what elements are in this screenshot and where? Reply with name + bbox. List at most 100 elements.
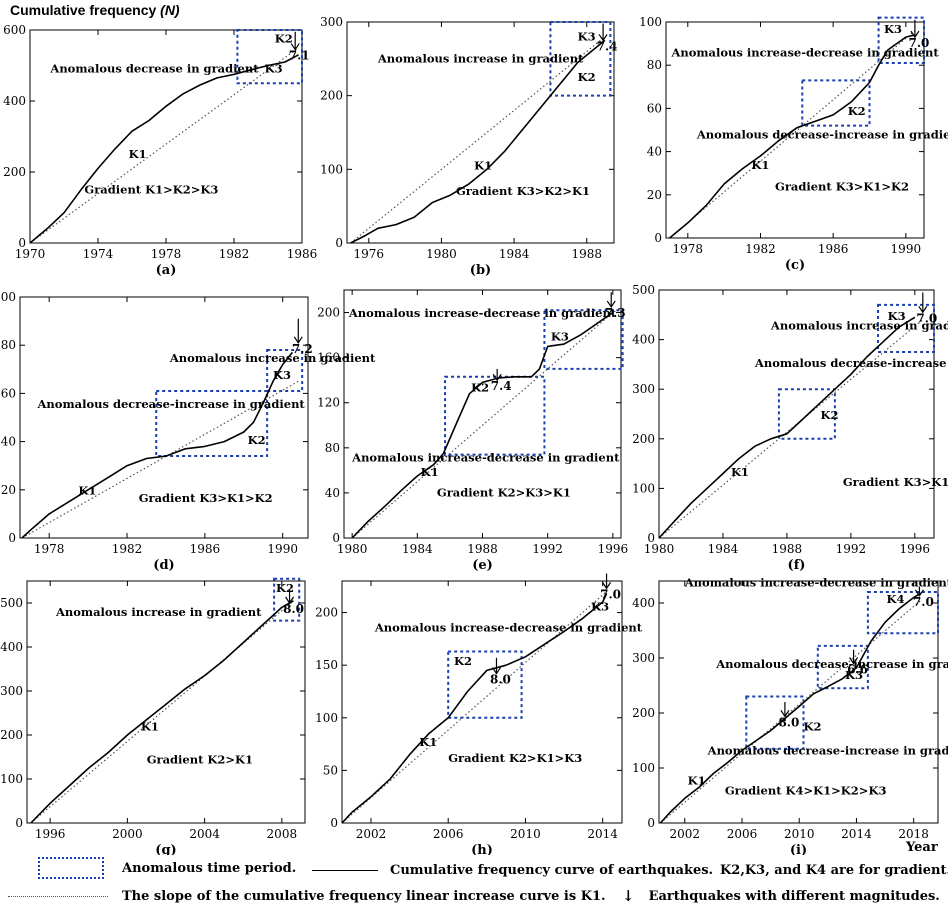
x-tick-label: 2014 xyxy=(841,827,872,841)
chart-annotation: K2 xyxy=(820,408,838,422)
earthquake-arrow-head xyxy=(602,582,612,590)
plot-frame xyxy=(658,289,935,539)
y-tick-label: 400 xyxy=(0,640,23,654)
x-tick-label: 1988 xyxy=(772,542,803,556)
y-tick-label: 500 xyxy=(0,596,23,610)
chart-panel-i: 2002 2006 2010 2014 2018 0 100 200 300 400 8.0 6.6 7… xyxy=(632,576,948,856)
anomalous-period-box xyxy=(877,303,936,354)
y-tick-label: 20 xyxy=(1,483,16,497)
y-tick-label: 100 xyxy=(320,162,343,176)
chart-annotation: Gradient K3>K1>K2 xyxy=(843,475,948,489)
x-tick-label: 1996 xyxy=(900,542,931,556)
chart-annotation: Gradient K2>K1>K3 xyxy=(448,751,582,765)
panel-label: (d) xyxy=(153,558,174,573)
y-tick-label: 400 xyxy=(632,596,655,610)
panel-label: (g) xyxy=(155,843,176,855)
chart-annotation: K2 xyxy=(276,581,294,595)
anomalous-period-box xyxy=(155,389,269,458)
anomalous-period-box xyxy=(543,309,624,370)
legend-dotted-label: The slope of the cumulative frequency li… xyxy=(122,889,606,904)
chart-annotation: Anomalous decrease in gradient xyxy=(49,62,259,76)
earthquake-arrow-head xyxy=(914,589,924,597)
earthquake-arrow-head xyxy=(849,657,859,665)
x-tick-label: 1990 xyxy=(267,542,298,556)
x-tick-label: 2006 xyxy=(727,827,758,841)
earthquake-magnitude-label: 7.4 xyxy=(597,39,618,53)
earthquake-arrow-head xyxy=(285,596,295,605)
y-tick-label: 20 xyxy=(647,188,662,202)
y-tick-label: 0 xyxy=(654,231,662,245)
chart-panel-b: 1976 1980 1984 1988 0 100 200 300 7.4 Anomalous i… xyxy=(320,15,617,278)
x-tick-label: 1982 xyxy=(745,242,776,256)
earthquake-magnitude-label: 7.1 xyxy=(289,49,310,63)
legend-box-label: Anomalous time period. xyxy=(122,860,297,876)
k1-trend-line xyxy=(351,312,614,539)
earthquake-magnitude-label: 8.0 xyxy=(778,715,799,729)
anomalous-period-box xyxy=(877,16,925,65)
chart-annotation: Anomalous increase in gradient xyxy=(169,351,376,365)
plot-frame xyxy=(346,21,615,244)
x-tick-label: 2010 xyxy=(784,827,815,841)
panel-label: (c) xyxy=(785,258,805,273)
cumulative-frequency-curve xyxy=(30,600,294,824)
y-tick-label: 150 xyxy=(315,658,338,672)
plot-frame xyxy=(19,296,309,539)
chart-annotation: K1 xyxy=(688,774,706,788)
k1-trend-line xyxy=(669,30,916,239)
legend-k-label: K2,K3, and K4 are for gradient. xyxy=(720,863,948,878)
plot-frame xyxy=(26,580,306,824)
arrow-down-icon: ↓ xyxy=(622,887,635,905)
y-tick-label: 200 xyxy=(0,728,23,742)
y-tick-label: 0 xyxy=(15,816,23,830)
anomalous-period-box xyxy=(777,388,836,440)
chart-annotation: K4 xyxy=(886,592,904,606)
chart-annotation: K3 xyxy=(265,62,283,76)
anomalous-period-box xyxy=(236,29,303,85)
k1-trend-line xyxy=(658,319,924,539)
legend-anomalous-box: Anomalous time period. xyxy=(38,857,296,879)
chart-panel-g: 1996 2000 2004 2008 0 100 200 300 400 500 8.0 Anoma… xyxy=(0,577,306,855)
legend-solid-swatch xyxy=(312,870,378,871)
x-tick-label: 1996 xyxy=(598,542,629,556)
legend-box-swatch xyxy=(38,857,104,879)
plot-frame xyxy=(341,580,623,824)
chart-annotation: Anomalous increase in gradient xyxy=(55,605,262,619)
x-tick-label: 2010 xyxy=(510,827,541,841)
y-tick-label: 0 xyxy=(332,531,340,545)
y-tick-label: 0 xyxy=(18,236,26,250)
earthquake-arrow-head xyxy=(492,373,502,382)
x-tick-label: 1990 xyxy=(891,242,922,256)
x-tick-label: 1980 xyxy=(644,542,675,556)
y-tick-label: 200 xyxy=(632,706,655,720)
y-tick-label: 100 xyxy=(0,290,16,304)
y-tick-label: 160 xyxy=(317,351,340,365)
x-tick-label: 1978 xyxy=(34,542,65,556)
plot-frame xyxy=(658,580,939,824)
anomalous-period-box xyxy=(866,591,940,635)
y-tick-label: 300 xyxy=(0,684,23,698)
chart-panel-c: 1978 1982 1986 19900204060801007.0Anomalous… xyxy=(639,15,948,273)
chart-annotation: Gradient K3>K1>K2 xyxy=(775,179,909,193)
x-tick-label: 1978 xyxy=(151,247,182,261)
y-tick-label: 60 xyxy=(647,101,662,115)
y-axis-symbol: (N) xyxy=(160,2,180,18)
earthquake-arrow-head xyxy=(918,305,928,314)
cumulative-frequency-curve xyxy=(350,39,606,244)
earthquake-arrow-head xyxy=(491,667,501,675)
x-tick-label: 1980 xyxy=(337,542,368,556)
chart-annotation: K1 xyxy=(731,465,749,479)
chart-annotation: Anomalous increase-decrease in gradient xyxy=(374,621,643,635)
chart-annotation: Anomalous increase-decrease in gradient xyxy=(348,306,617,320)
y-tick-label: 600 xyxy=(3,23,26,37)
chart-panel-e: 1980 1984 1988 1992 1996 0 40 80 120 160 200 7.4 7.3… xyxy=(317,289,629,573)
x-tick-label: 1984 xyxy=(499,247,530,261)
k1-trend-line xyxy=(30,600,294,824)
chart-annotation: K2 xyxy=(471,380,489,394)
earthquake-arrow-head xyxy=(606,300,616,308)
panel-label: (a) xyxy=(156,263,177,278)
y-tick-label: 40 xyxy=(325,486,340,500)
y-tick-label: 120 xyxy=(317,396,340,410)
cumulative-frequency-curve xyxy=(658,316,916,539)
x-tick-label: 1984 xyxy=(708,542,739,556)
y-axis-title-text: Cumulative frequency xyxy=(10,2,157,18)
